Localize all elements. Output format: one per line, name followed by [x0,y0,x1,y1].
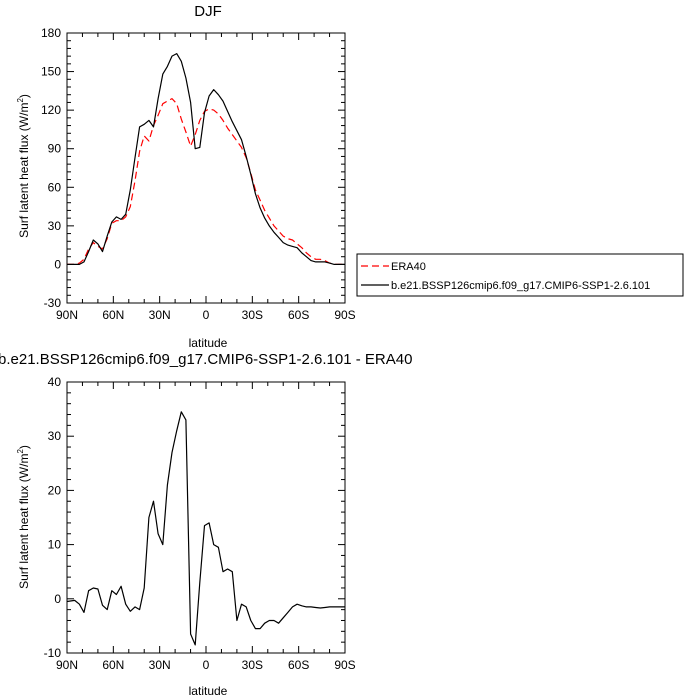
bottom-chart: b.e21.BSSP126cmip6.f09_g17.CMIP6-SSP1-2.… [0,351,412,698]
top-x-tick-label: 90N [56,308,78,322]
legend: ERA40 b.e21.BSSP126cmip6.f09_g17.CMIP6-S… [356,253,684,297]
top-x-tick-label: 60S [288,308,309,322]
bottom-y-tick-label: 40 [48,375,62,389]
legend-label-era40: ERA40 [391,261,426,273]
top-plot-area: 90N 60N 30N 0 30S 60S 90S -30 0 30 60 90 120 150 180 [41,26,356,322]
top-series-line-b-e21-bssp126cmip6-f09-g [67,52,345,265]
top-y-axis-title-sup: 2 [16,98,25,103]
top-x-axis-title: latitude [189,336,228,350]
top-chart: DJF 90N 60N 30N 0 30S 60S 90S -30 0 30 60 90 120 150 1… [16,3,684,350]
bottom-series-line-difference [66,411,345,646]
bottom-chart-title: b.e21.BSSP126cmip6.f09_g17.CMIP6-SSP1-2.… [0,351,412,368]
top-x-tick-label: 90S [334,308,355,322]
bottom-x-tick-label: 30S [242,658,263,672]
top-x-tick-label: 30N [149,308,171,322]
bottom-y-tick-label: -10 [44,646,62,660]
top-y-tick-label: 30 [48,219,62,233]
bottom-x-axis-title: latitude [189,684,228,698]
top-x-tick-label: 30S [242,308,263,322]
top-y-tick-label: 180 [41,26,61,40]
bottom-y-tick-label: 0 [54,592,61,606]
top-y-tick-label: 150 [41,65,61,79]
bottom-x-tick-label: 60S [288,658,309,672]
top-y-axis-title: Surf latent heat flux (W/m2) [16,94,31,238]
top-y-tick-label: -30 [44,296,62,310]
bottom-plot-area: 90N 60N 30N 0 30S 60S 90S -10 0 10 20 30 40 [44,375,356,672]
bottom-y-axis-title-end: ) [17,445,31,449]
top-x-tick-label: 0 [203,308,210,322]
top-y-tick-label: 60 [48,180,62,194]
bottom-y-axis-title: Surf latent heat flux (W/m2) [16,445,31,589]
top-y-tick-label: 90 [48,142,62,156]
legend-box [356,253,684,297]
bottom-y-axis-title-sup: 2 [16,449,25,454]
bottom-x-tick-label: 90N [56,658,78,672]
top-x-tick-label: 60N [102,308,124,322]
bottom-x-tick-label: 60N [102,658,124,672]
bottom-y-tick-label: 10 [48,538,62,552]
top-y-tick-label: 120 [41,103,61,117]
legend-label-model: b.e21.BSSP126cmip6.f09_g17.CMIP6-SSP1-2.… [391,280,650,292]
bottom-y-tick-label: 20 [48,483,62,497]
top-chart-title: DJF [194,3,222,20]
top-y-tick-label: 0 [54,257,61,271]
bottom-y-tick-label: 30 [48,429,62,443]
bottom-x-tick-label: 0 [203,658,210,672]
top-y-axis-title-end: ) [17,94,31,98]
top-y-axis-title-main: Surf latent heat flux (W/m [17,103,31,238]
top-series-line-era40 [67,97,345,265]
bottom-y-axis-title-main: Surf latent heat flux (W/m [17,454,31,589]
bottom-frame [66,381,346,654]
bottom-x-tick-label: 30N [149,658,171,672]
top-frame [66,32,346,304]
bottom-x-tick-label: 90S [334,658,355,672]
